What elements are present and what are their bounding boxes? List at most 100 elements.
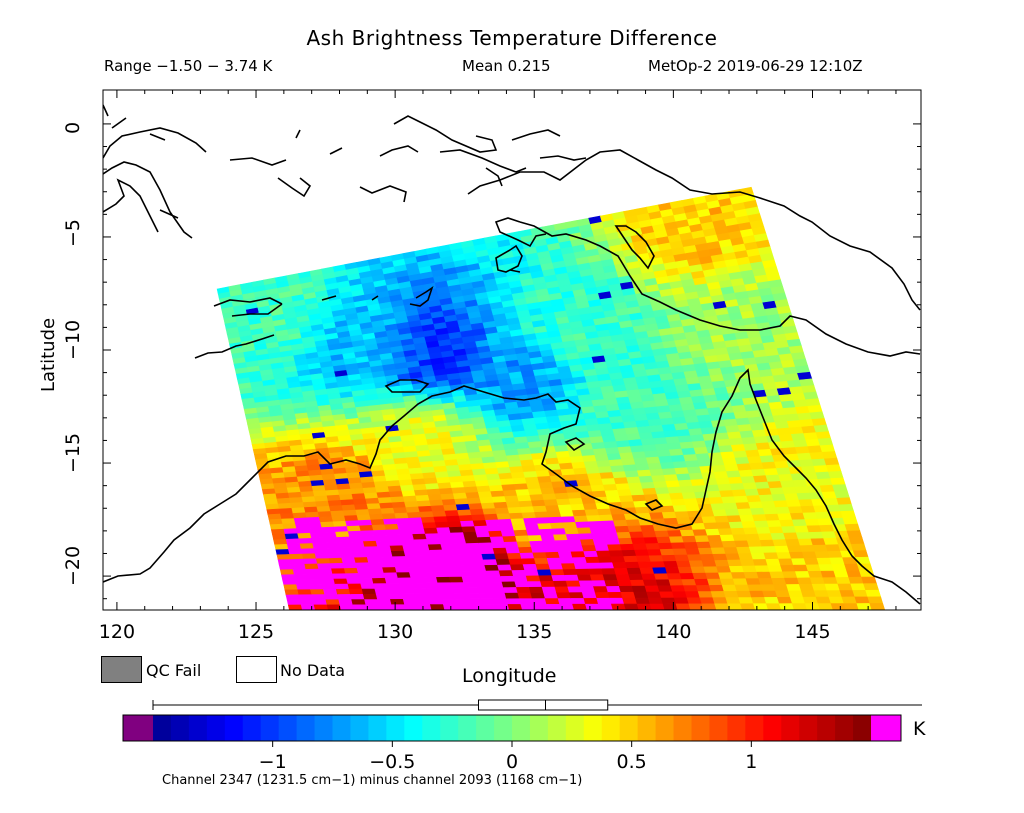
swath-pixel [329,505,344,512]
swath-pixel [758,494,775,503]
no-data-label: No Data [280,661,346,680]
swath-pixel [653,481,669,489]
swath-pixel [285,594,301,601]
swath-pixel [321,583,337,590]
swath-pixel [583,550,599,558]
swath-pixel [429,499,444,507]
swath-pixel [743,527,759,535]
swath-pixel [823,537,839,546]
swath-pixel [618,537,634,545]
swath-pixel [798,459,815,468]
swath-pixel [315,558,331,565]
swath-pixel [782,571,798,579]
swath-pixel [492,547,508,555]
swath-pixel [521,558,537,565]
swath-pixel [704,439,720,448]
swath-pixel [659,548,676,556]
swath-pixel [542,493,557,501]
swath-pixel [755,526,772,535]
swath-pixel [325,542,340,549]
satellite-time-readout: MetOp-2 2019-06-29 12:10Z [648,57,863,75]
swath-pixel [542,540,558,548]
swath-pixel [370,572,386,579]
swath-pixel [738,597,754,605]
swath-pixel [768,526,784,534]
swath-pixel [349,536,364,543]
swath-pixel [360,583,376,590]
swath-pixel [543,499,559,507]
swath-pixel [551,574,567,582]
swath-pixel [387,588,403,595]
swath-pixel [293,517,309,524]
swath-pixel [800,505,817,514]
swath-pixel [374,535,390,542]
swath-pixel [545,551,561,559]
swath-pixel [784,577,800,585]
swath-pixel [654,443,670,452]
swath-pixel [786,420,803,429]
swath-pixel [695,585,712,592]
swath-pixel [699,510,716,518]
swath-pixel [277,559,293,566]
swath-pixel [657,585,673,593]
swath-pixel [783,532,799,540]
swath-pixel [564,574,580,582]
swath-pixel [274,543,289,551]
swath-pixel [426,488,442,496]
swath-pixel [546,557,562,565]
swath-pixel [388,539,404,547]
swath-pixel [679,441,695,450]
swath-pixel [805,438,821,447]
swath-pixel [341,504,357,512]
swath-pixel [708,541,725,549]
swath-pixel [596,460,612,468]
swath-pixel [513,575,529,583]
swath-pixel [562,521,578,529]
swath-pixel [365,604,381,610]
swath-pixel [350,487,365,495]
swath-pixel [831,563,848,572]
swath-pixel [461,526,477,533]
swath-pixel [282,579,297,586]
swath-pixel [739,514,755,523]
swath-pixel [581,544,597,552]
swath-pixel [490,490,506,498]
swath-pixel [835,576,852,585]
swath-pixel [401,593,417,600]
swath-pixel [513,529,529,537]
swath-pixel [378,551,394,558]
swath-pixel [300,548,316,555]
swath-pixel [457,509,472,517]
swath-pixel [647,462,663,471]
swath-pixel [345,573,360,580]
swath-pixel [663,474,679,482]
swath-pixel [576,527,592,535]
colorbar-tick-label: −0.5 [369,751,416,773]
swath-pixel [437,582,453,589]
swath-pixel [720,451,736,460]
swath-pixel [326,604,342,610]
swath-pixel [570,598,586,605]
swath-pixel [610,556,626,564]
swath-pixel [513,483,529,491]
swath-pixel [317,563,332,570]
swath-pixel [754,565,771,573]
swath-pixel [328,557,344,564]
swath-pixel [304,563,320,570]
swath-pixel [611,603,627,610]
swath-pixel [839,590,856,598]
swath-pixel [430,604,446,610]
swath-pixel [554,492,570,500]
colorbar-unit: K [913,718,926,740]
swath-pixel [765,603,782,610]
swath-pixel [527,488,543,496]
swath-pixel [811,458,827,467]
swath-pixel [561,563,577,570]
swath-pixel [791,558,807,566]
swath-pixel [342,562,358,569]
swath-pixel [795,532,812,540]
swath-pixel [654,487,670,495]
swath-pixel [425,533,440,540]
swath-pixel [292,568,308,575]
swath-pixel [488,530,504,538]
